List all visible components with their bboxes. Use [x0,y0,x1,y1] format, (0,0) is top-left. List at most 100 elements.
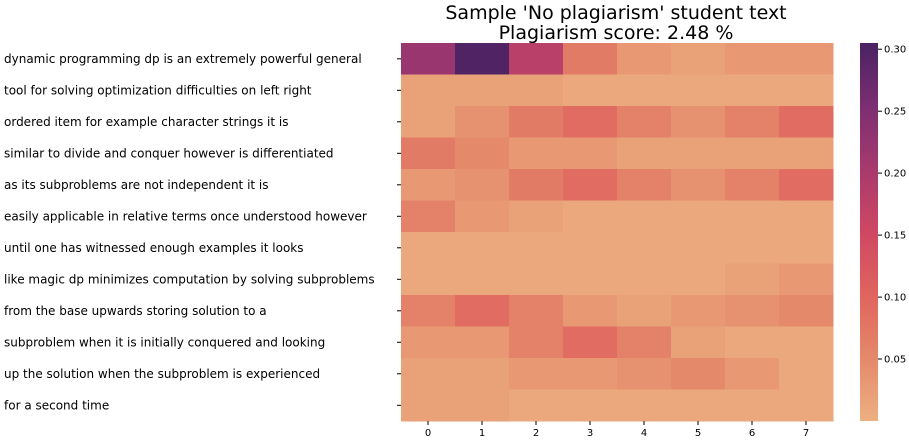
row-label: subproblem when it is initially conquere… [4,335,325,349]
heatmap-cell [617,200,672,233]
heatmap-cell [509,326,564,359]
heatmap-cell [617,169,672,201]
y-axis-ticks [397,58,401,406]
heatmap-cell [401,326,456,359]
heatmap-cell [455,326,510,359]
row-labels: dynamic programming dp is an extremely p… [4,52,375,412]
colorbar-tick-label: 0.05 [884,355,906,366]
heatmap-cell [725,326,780,359]
heatmap-cell [671,169,726,201]
row-label: up the solution when the subproblem is e… [4,367,320,381]
heatmap-cell [401,106,456,138]
row-label: from the base upwards storing solution t… [4,304,267,318]
heatmap-cell [779,295,834,327]
heatmap-cell [725,232,780,264]
heatmap-cell [725,137,780,170]
heatmap-cell [509,137,564,170]
heatmap-cell [509,106,564,138]
heatmap-cell [401,263,456,296]
heatmap-cell [725,358,780,390]
heatmap-cell [779,326,834,359]
heatmap-cell [779,137,834,170]
heatmap-cell [725,263,780,296]
colorbar-tick-label: 0.30 [884,45,906,56]
heatmap-cell [671,74,726,107]
row-label: similar to divide and conquer however is… [4,146,334,160]
chart-subtitle: Plagiarism score: 2.48 % [499,22,734,44]
colorbar-ticks: 0.05 0.10 0.15 0.20 0.25 0.30 [878,45,906,366]
heatmap-cell [563,326,618,359]
heatmap-cell [509,43,564,75]
heatmap-cell [401,232,456,264]
heatmap-cell [509,263,564,296]
heatmap-cell [563,295,618,327]
heatmap-cell [563,106,618,138]
heatmap-cell [563,169,618,201]
heatmap-cell [779,358,834,390]
heatmap-cell [779,169,834,201]
heatmap-cell [725,295,780,327]
heatmap-cell [455,358,510,390]
colorbar [860,43,878,421]
heatmap-cell [725,169,780,201]
heatmap-cell [509,295,564,327]
heatmap-cell [455,389,510,422]
heatmap-cell [725,43,780,75]
heatmap-cell [563,263,618,296]
heatmap-cell [401,137,456,170]
heatmap-cell [617,232,672,264]
heatmap-cell [779,106,834,138]
heatmap-cell [563,389,618,422]
heatmap-cell [563,232,618,264]
heatmap-cell [779,200,834,233]
heatmap-cell [671,106,726,138]
heatmap-cell [401,74,456,107]
x-tick-label: 7 [803,428,809,439]
colorbar-tick-label: 0.20 [884,169,906,180]
heatmap-cell [509,74,564,107]
heatmap-cell [563,43,618,75]
colorbar-tick-label: 0.25 [884,107,906,118]
x-tick-label: 3 [587,428,593,439]
heatmap-cell [401,200,456,233]
heatmap-cell [509,169,564,201]
colorbar-tick-label: 0.15 [884,231,906,242]
heatmap-cell [401,43,456,75]
heatmap-cell [725,74,780,107]
heatmap-cell [617,389,672,422]
colorbar-tick-label: 0.10 [884,293,906,304]
heatmap-cell [779,43,834,75]
heatmap-cell [455,232,510,264]
row-label: easily applicable in relative terms once… [4,209,367,223]
heatmap-cell [509,358,564,390]
heatmap-cell [617,326,672,359]
x-tick-label: 6 [749,428,755,439]
x-tick-label: 4 [641,428,647,439]
x-tick-label: 5 [695,428,701,439]
heatmap-cell [455,106,510,138]
heatmap-cell [401,295,456,327]
heatmap-cell [455,43,510,75]
heatmap-cell [671,43,726,75]
heatmap-cell [401,169,456,201]
heatmap-cell [455,169,510,201]
heatmap-cell [671,326,726,359]
x-axis: 0 1 2 3 4 5 6 7 [425,421,809,439]
heatmap-cell [671,263,726,296]
heatmap-cell [725,106,780,138]
heatmap-cell [617,106,672,138]
heatmap-cell [671,137,726,170]
heatmap-cell [401,389,456,422]
x-tick-label: 0 [425,428,431,439]
heatmap-cell [617,295,672,327]
heatmap-cell [671,358,726,390]
row-label: until one has witnessed enough examples … [4,241,304,255]
heatmap-cell [455,74,510,107]
row-label: tool for solving optimization difficulti… [4,83,312,97]
heatmap-cell [617,358,672,390]
heatmap-cell [779,263,834,296]
heatmap-cell [509,200,564,233]
heatmap-cell [671,200,726,233]
heatmap-cell [617,137,672,170]
